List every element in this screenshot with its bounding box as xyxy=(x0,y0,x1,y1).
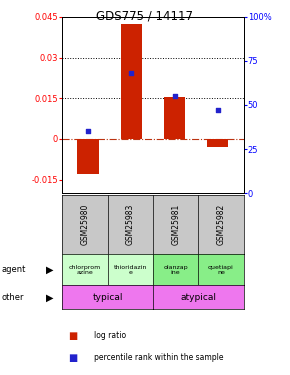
Text: ▶: ▶ xyxy=(46,292,54,302)
Bar xyxy=(207,139,229,147)
Point xyxy=(129,70,134,76)
Text: ■: ■ xyxy=(68,331,77,341)
Text: percentile rank within the sample: percentile rank within the sample xyxy=(94,353,224,362)
Point xyxy=(172,93,177,99)
Text: olanzap
ine: olanzap ine xyxy=(163,265,188,275)
Text: ■: ■ xyxy=(68,352,77,363)
Text: quetiapi
ne: quetiapi ne xyxy=(208,265,234,275)
Text: GSM25980: GSM25980 xyxy=(81,204,90,245)
Text: GSM25983: GSM25983 xyxy=(126,204,135,245)
Text: log ratio: log ratio xyxy=(94,332,126,340)
Text: other: other xyxy=(1,293,24,302)
Text: GDS775 / 14117: GDS775 / 14117 xyxy=(97,9,193,22)
Bar xyxy=(121,24,142,139)
Text: agent: agent xyxy=(1,266,26,274)
Text: GSM25982: GSM25982 xyxy=(216,204,225,245)
Point xyxy=(215,107,220,113)
Text: GSM25981: GSM25981 xyxy=(171,204,180,245)
Bar xyxy=(77,139,99,174)
Text: atypical: atypical xyxy=(180,293,216,302)
Text: ▶: ▶ xyxy=(46,265,54,275)
Text: thioridazin
e: thioridazin e xyxy=(114,265,147,275)
Text: typical: typical xyxy=(93,293,123,302)
Point xyxy=(86,128,90,135)
Text: chlorprom
azine: chlorprom azine xyxy=(69,265,101,275)
Bar xyxy=(164,97,185,139)
